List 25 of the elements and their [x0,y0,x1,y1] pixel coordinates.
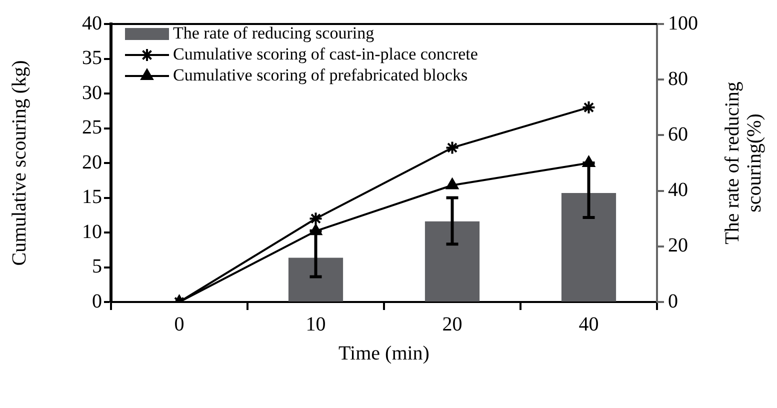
y2-tick-label: 20 [668,234,688,257]
y2-tick-label: 80 [668,68,688,90]
y-tick-label: 10 [82,220,102,243]
x-tick-label: 20 [442,313,462,336]
y-tick-label: 35 [82,47,102,69]
x-tick-label: 40 [578,313,599,336]
y-tick-label: 25 [82,116,102,138]
y-tick-label: 20 [82,151,102,174]
y-axis-title: Cumulative scouring (kg) [8,60,30,266]
x-tick-label: 0 [174,313,184,336]
legend-label: Cumulative scoring of cast-in-place concrete [173,44,478,64]
y-tick-label: 15 [82,186,102,208]
y2-tick-label: 60 [668,123,688,146]
x-axis-title: Time (min) [338,342,430,364]
y-tick-label: 5 [92,256,102,278]
y-tick-label: 0 [92,290,102,312]
y2-tick-label: 0 [668,290,678,312]
legend-label: Cumulative scoring of prefabricated blocks [173,65,468,84]
x-tick-label: 10 [306,313,326,336]
y-tick-label: 30 [82,82,102,104]
y2-tick-label: 40 [668,179,688,202]
y-tick-label: 40 [82,12,102,34]
legend-label: The rate of reducing scouring [173,23,375,42]
y2-axis-title: The rate of reducing scouring(%) [721,82,766,244]
y2-tick-label: 100 [668,12,698,34]
